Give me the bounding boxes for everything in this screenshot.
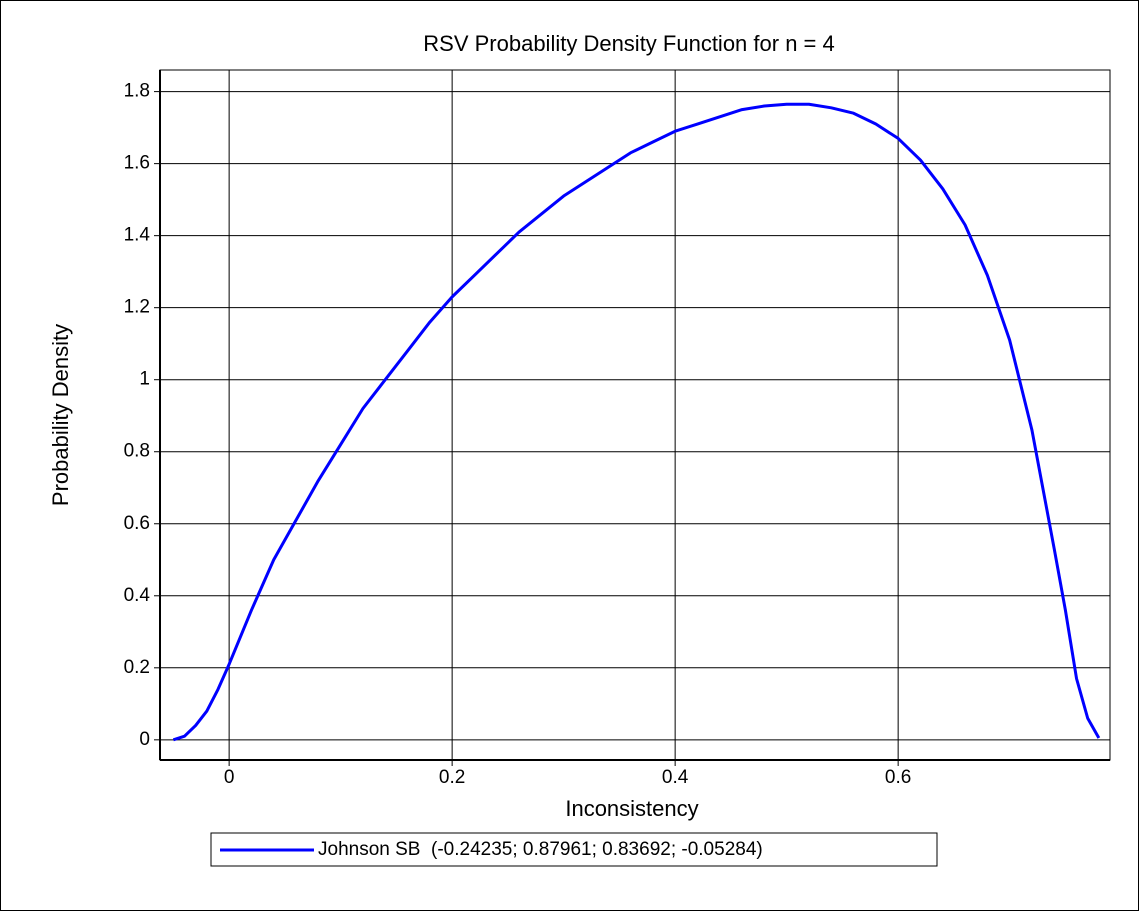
x-tick-label: 0 bbox=[224, 767, 235, 788]
y-tick-label: 0.6 bbox=[124, 513, 150, 534]
x-tick-label: 0.4 bbox=[662, 767, 689, 788]
x-axis-label: Inconsistency bbox=[565, 796, 698, 821]
x-tick-label: 0.2 bbox=[439, 767, 465, 788]
y-tick-label: 0.4 bbox=[124, 585, 151, 606]
y-axis-label: Probability Density bbox=[48, 324, 73, 506]
y-tick-label: 0 bbox=[139, 729, 150, 750]
plot-frame bbox=[159, 69, 1111, 761]
y-tick-label: 1.8 bbox=[124, 81, 150, 102]
y-tick-label: 0.2 bbox=[124, 657, 150, 678]
legend-label: Johnson SB (-0.24235; 0.87961; 0.83692; … bbox=[318, 839, 763, 860]
y-tick-label: 1.6 bbox=[124, 153, 150, 174]
chart-title: RSV Probability Density Function for n =… bbox=[423, 31, 834, 56]
data-line bbox=[172, 102, 1101, 742]
legend-box bbox=[210, 832, 938, 867]
y-tick-label: 0.8 bbox=[124, 441, 150, 462]
x-tick-label: 0.6 bbox=[885, 767, 911, 788]
y-tick-label: 1.2 bbox=[124, 297, 150, 318]
y-tick-label: 1.4 bbox=[124, 225, 151, 246]
y-tick-label: 1 bbox=[139, 369, 150, 390]
